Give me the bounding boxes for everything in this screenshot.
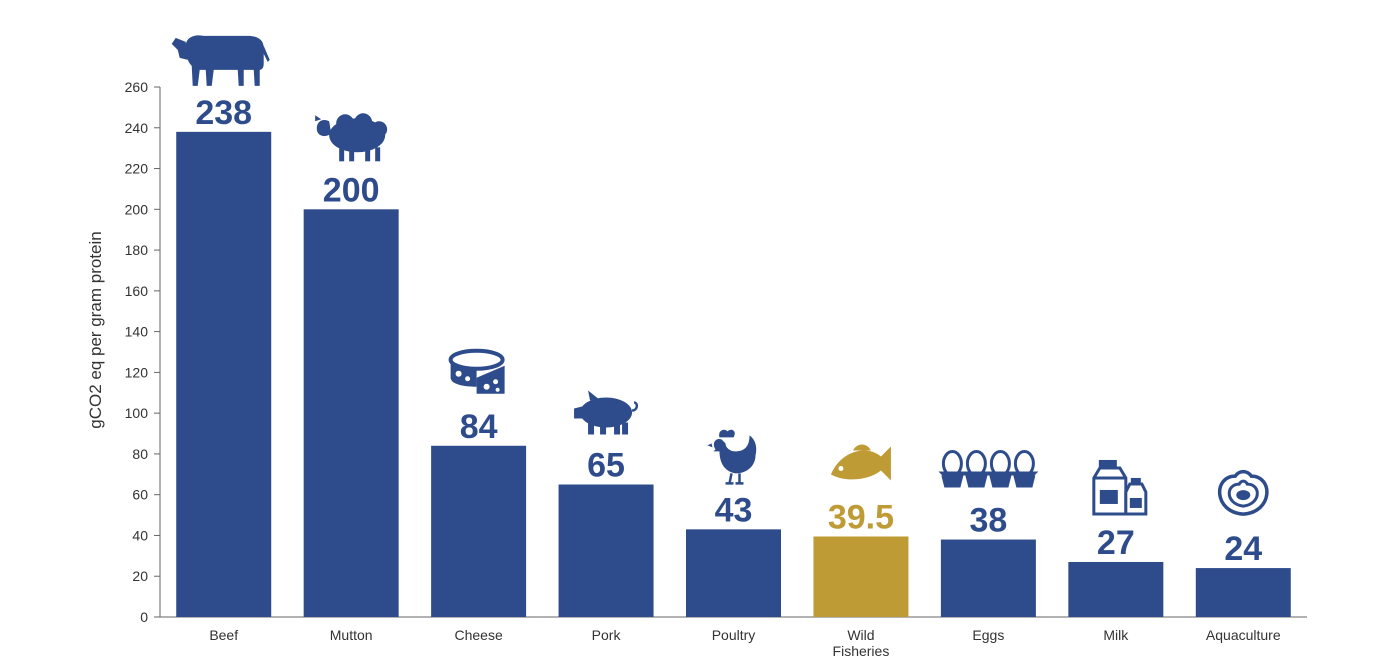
value-label-wild-fisheries: 39.5 [828,498,894,536]
bar-milk [1068,561,1164,617]
y-tick-label: 0 [140,609,148,625]
category-label-aquaculture: Aquaculture [1206,627,1281,643]
milk-icon [1092,459,1148,516]
bar-cheese [431,445,527,617]
y-tick-label: 200 [125,201,149,217]
bars-group [176,131,1291,618]
y-tick-label: 60 [132,487,148,503]
bar-mutton [303,209,399,618]
category-label-cheese: Cheese [454,627,502,643]
category-label-eggs: Eggs [972,627,1004,643]
y-tick-label: 20 [132,568,148,584]
y-tick-label: 160 [125,283,149,299]
pig-icon [574,390,639,435]
oyster-icon [1218,469,1269,516]
chicken-icon [707,429,757,485]
value-label-aquaculture: 24 [1224,530,1262,568]
y-tick-label: 180 [125,242,149,258]
category-label-wild-fisheries: Wild Fisheries [833,627,890,659]
value-label-pork: 65 [587,447,625,485]
category-label-milk: Milk [1103,627,1129,643]
category-label-mutton: Mutton [330,627,373,643]
bar-beef [176,131,272,617]
y-tick-label: 80 [132,446,148,462]
cheese-icon [448,348,505,394]
cow-icon [171,35,270,86]
y-tick-label: 100 [125,405,149,421]
y-tick-label: 220 [125,161,149,177]
y-axis-ticks: 0 20 40 60 80 100 120 140 160 180 200 220 240 260 [125,79,160,625]
value-labels-group: 238 200 84 65 43 39.5 38 27 24 [195,94,1262,568]
y-tick-label: 120 [125,364,149,380]
eggs-icon [938,450,1039,488]
sheep-icon [315,113,388,162]
category-labels-group: Beef Mutton Cheese Pork Poultry Wild Fisheries… [209,627,1281,659]
y-axis-title: gCO2 eq per gram protein [86,231,105,429]
bar-pork [558,484,654,617]
y-tick-label: 260 [125,79,149,95]
y-tick-label: 140 [125,324,149,340]
bar-aquaculture [1195,568,1291,617]
value-label-mutton: 200 [323,171,380,209]
value-label-poultry: 43 [715,491,753,529]
y-tick-label: 40 [132,527,148,543]
value-label-milk: 27 [1097,524,1135,562]
fish-icon [830,444,891,481]
category-label-poultry: Poultry [712,627,756,643]
category-label-pork: Pork [592,627,622,643]
category-label-beef: Beef [209,627,238,643]
value-label-eggs: 38 [969,502,1007,540]
bar-eggs [940,539,1036,617]
y-tick-label: 240 [125,120,149,136]
bar-poultry [686,529,781,617]
icons-group [171,35,1269,516]
value-label-beef: 238 [195,94,252,132]
value-label-cheese: 84 [460,408,498,446]
bar-wild-fisheries [813,536,909,617]
